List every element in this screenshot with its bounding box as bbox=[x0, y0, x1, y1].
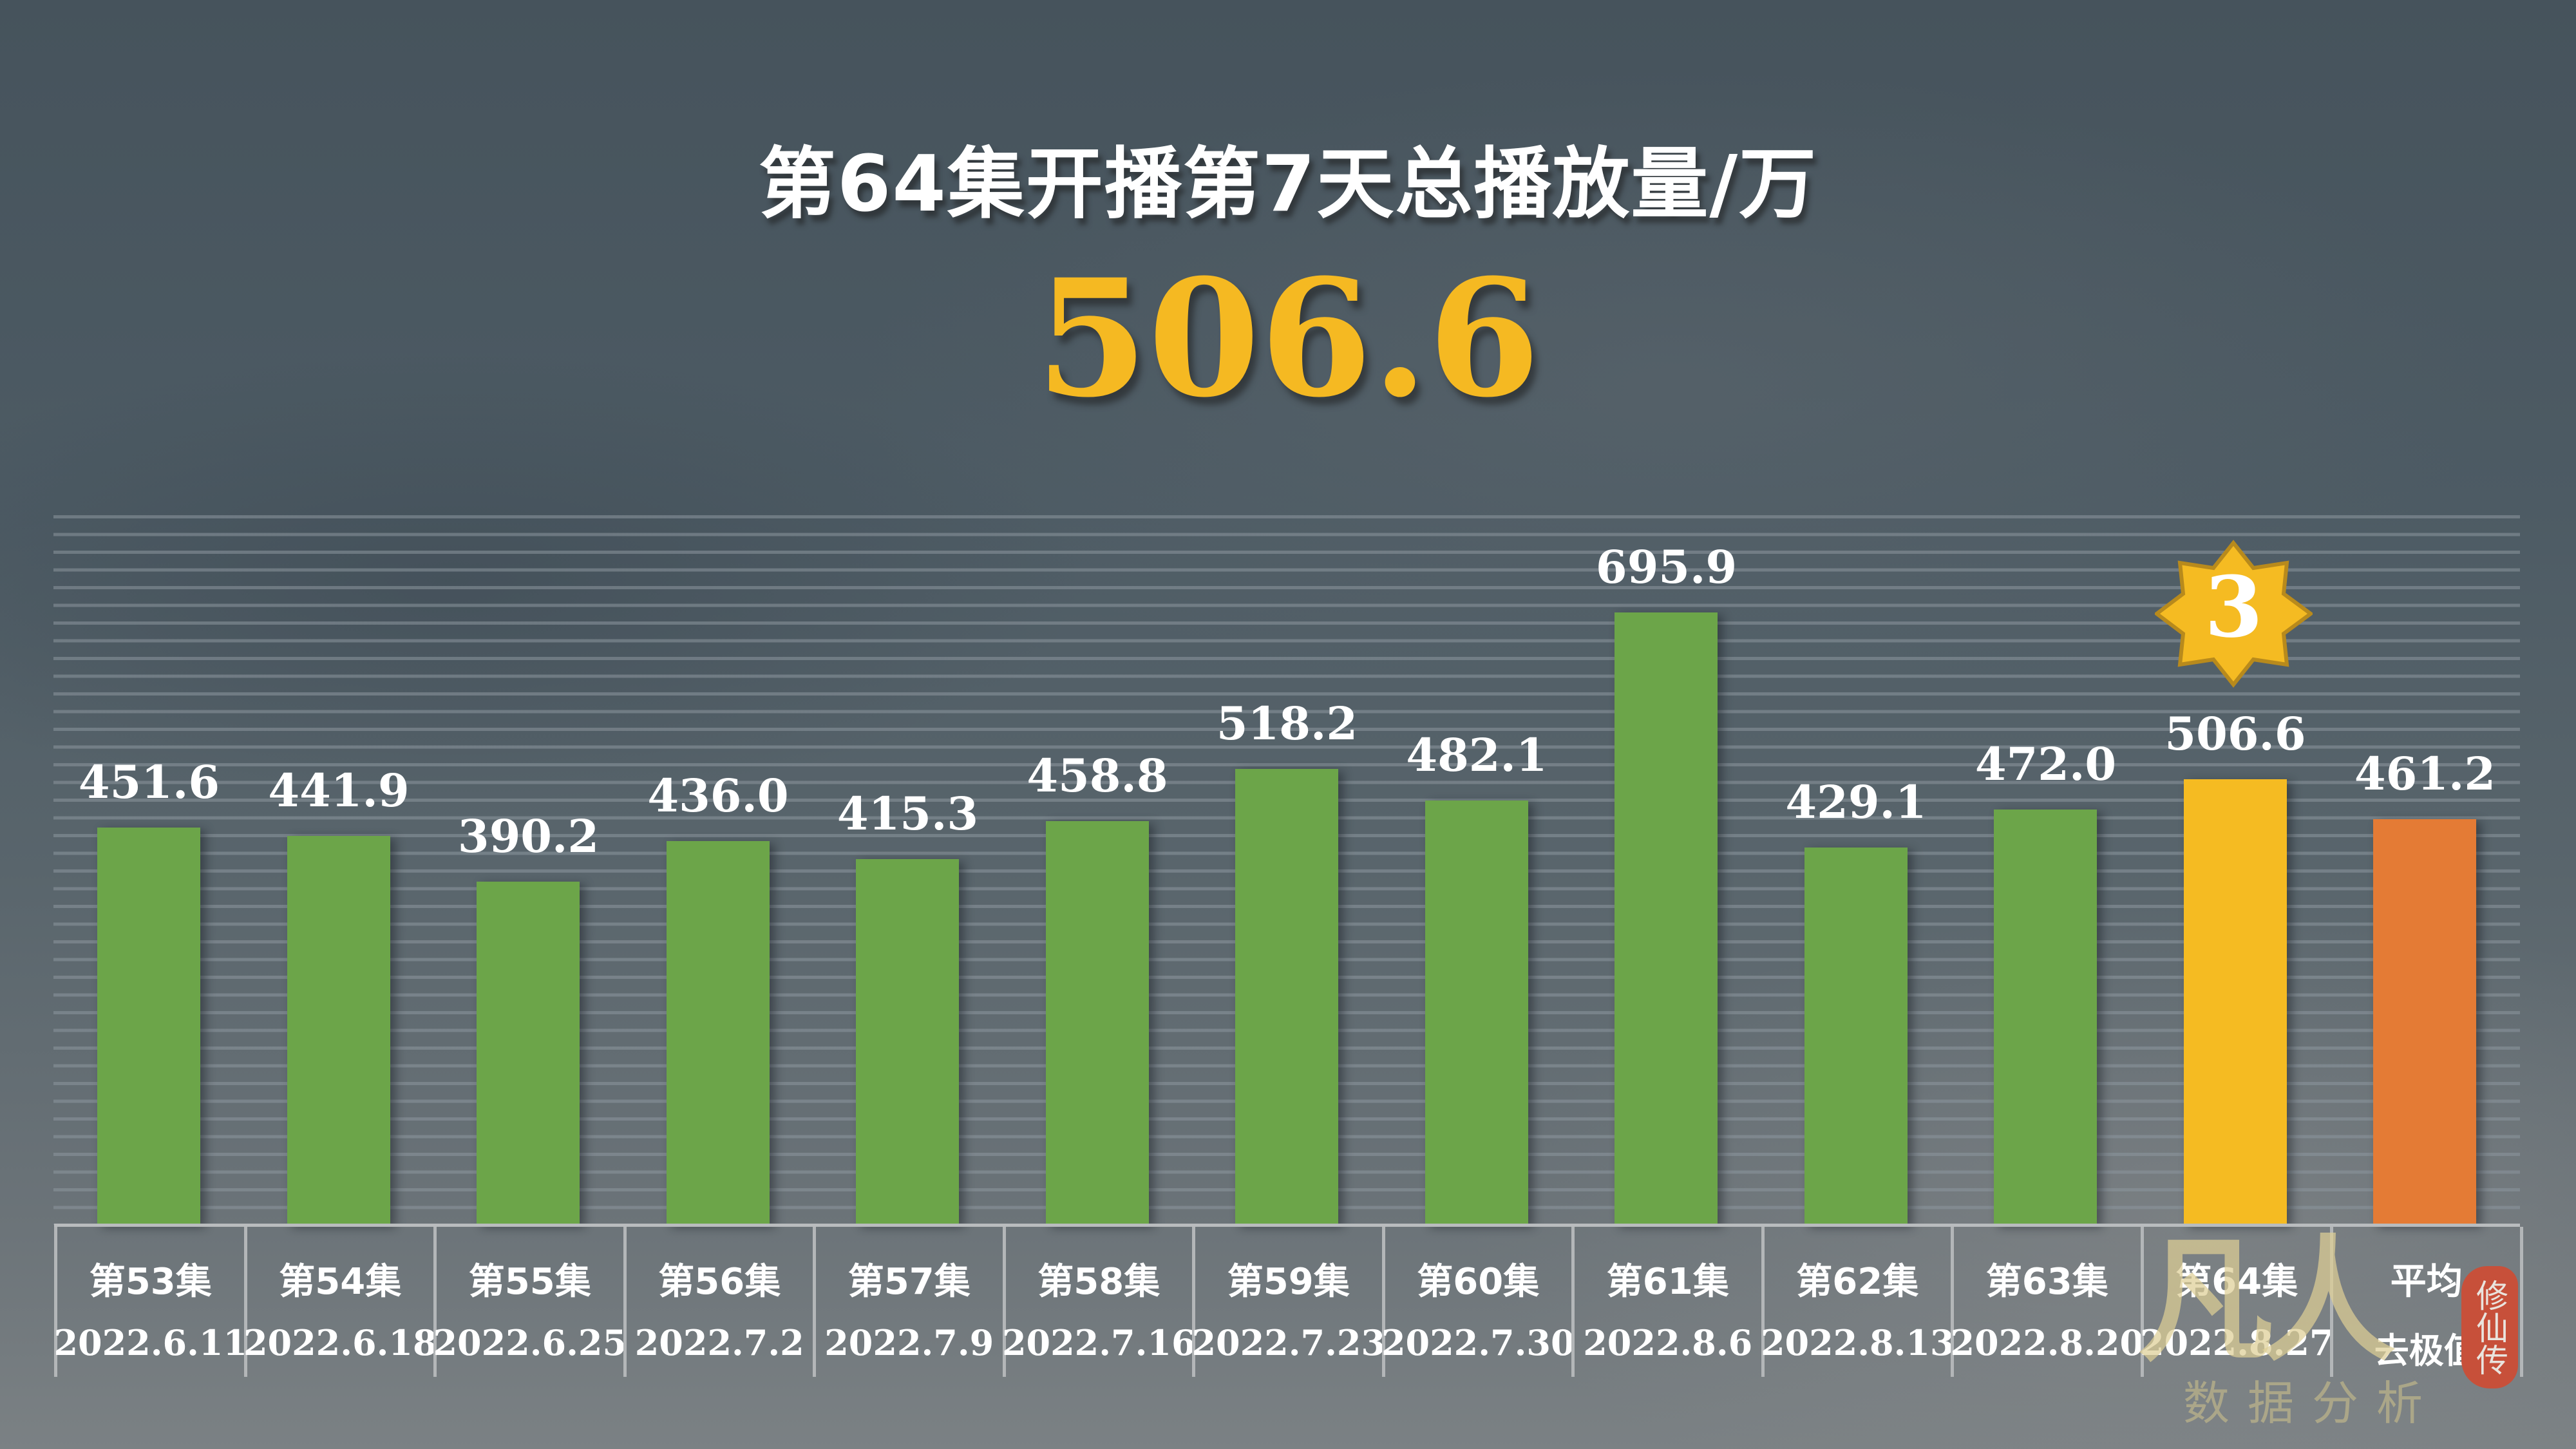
episode-label: 第62集 bbox=[1796, 1261, 1919, 1303]
rank-badge: 3 bbox=[2154, 540, 2315, 688]
bar-value-label: 429.1 bbox=[1785, 775, 1927, 829]
category-cell: 第53集 2022.6.11 bbox=[53, 1227, 247, 1377]
watermark-logo: 凡人 bbox=[2138, 1221, 2396, 1380]
bar-episode bbox=[1045, 821, 1149, 1225]
category-cell: 第60集 2022.7.30 bbox=[1381, 1227, 1575, 1377]
category-cell: 第58集 2022.7.16 bbox=[1002, 1227, 1196, 1377]
category-cell: 平均 去极值 bbox=[2330, 1227, 2523, 1377]
watermark-seal: 修仙传 bbox=[2461, 1266, 2518, 1388]
bar-value-label: 506.6 bbox=[2164, 706, 2306, 761]
category-cell: 第54集 2022.6.18 bbox=[243, 1227, 437, 1377]
date-label: 2022.8.27 bbox=[2139, 1322, 2334, 1363]
episode-label: 第60集 bbox=[1417, 1261, 1540, 1303]
bar-episode bbox=[477, 881, 580, 1225]
bar-episode bbox=[97, 827, 201, 1225]
date-label: 2022.8.20 bbox=[1950, 1322, 2145, 1363]
bar-value-label: 695.9 bbox=[1595, 540, 1738, 594]
bar-value-label: 461.2 bbox=[2354, 746, 2496, 800]
episode-label: 第59集 bbox=[1227, 1261, 1350, 1303]
category-cell: 第59集 2022.7.23 bbox=[1191, 1227, 1385, 1377]
episode-label: 第53集 bbox=[89, 1261, 212, 1303]
bar-value-label: 482.1 bbox=[1406, 728, 1548, 782]
date-label: 2022.8.13 bbox=[1760, 1322, 1955, 1363]
date-label: 2022.7.2 bbox=[634, 1322, 804, 1363]
episode-label: 第58集 bbox=[1037, 1261, 1160, 1303]
bar-value-label: 472.0 bbox=[1975, 737, 2117, 791]
bar-episode bbox=[2183, 779, 2287, 1225]
bar-episode bbox=[1235, 768, 1339, 1225]
date-label: 2022.6.25 bbox=[433, 1322, 627, 1363]
bar-value-label: 436.0 bbox=[647, 769, 789, 823]
bar-value-label: 451.6 bbox=[78, 755, 220, 809]
category-cell: 第62集 2022.8.13 bbox=[1761, 1227, 1955, 1377]
episode-label: 第61集 bbox=[1606, 1261, 1729, 1303]
episode-label: 第63集 bbox=[1985, 1261, 2108, 1303]
bar-value-label: 458.8 bbox=[1027, 749, 1168, 802]
rank-number: 3 bbox=[2204, 558, 2263, 656]
date-label: 2022.7.9 bbox=[824, 1322, 994, 1363]
category-cell: 第61集 2022.8.6 bbox=[1571, 1227, 1761, 1377]
date-label: 2022.6.11 bbox=[53, 1322, 248, 1363]
date-label: 去极值 bbox=[2374, 1331, 2479, 1371]
star-icon bbox=[2154, 540, 2315, 688]
bar-episode bbox=[1615, 612, 1718, 1225]
episode-label: 第56集 bbox=[658, 1261, 781, 1303]
highlight-value: 506.6 bbox=[1036, 243, 1540, 433]
date-label: 2022.7.16 bbox=[1001, 1322, 1196, 1363]
bar-episode bbox=[1425, 800, 1528, 1225]
category-cell: 第63集 2022.8.20 bbox=[1950, 1227, 2144, 1377]
chart-title: 第64集开播第7天总播放量/万 bbox=[758, 140, 1818, 229]
category-cell: 第55集 2022.6.25 bbox=[433, 1227, 627, 1377]
category-cell: 第57集 2022.7.9 bbox=[813, 1227, 1003, 1377]
date-label: 2022.7.23 bbox=[1191, 1322, 1386, 1363]
date-label: 2022.7.30 bbox=[1381, 1322, 1575, 1363]
episode-label: 第54集 bbox=[279, 1261, 402, 1303]
bar-value-label: 518.2 bbox=[1216, 696, 1358, 750]
date-label: 2022.6.18 bbox=[243, 1322, 437, 1363]
bar-episode bbox=[1994, 809, 2098, 1225]
category-cell: 第64集 2022.8.27 bbox=[2140, 1227, 2334, 1377]
bar-value-label: 441.9 bbox=[268, 764, 410, 818]
episode-label: 第64集 bbox=[2175, 1261, 2298, 1303]
bar-episode bbox=[287, 836, 390, 1225]
episode-label: 平均 bbox=[2390, 1261, 2463, 1303]
bar-episode bbox=[856, 859, 960, 1225]
bar-value-label: 415.3 bbox=[837, 787, 979, 841]
bar-value-label: 390.2 bbox=[457, 809, 600, 863]
bar-episode bbox=[1804, 847, 1908, 1225]
x-axis-line bbox=[54, 1224, 2520, 1227]
date-label: 2022.8.6 bbox=[1583, 1322, 1753, 1363]
bar-episode bbox=[666, 841, 770, 1225]
episode-label: 第57集 bbox=[848, 1261, 971, 1303]
bar-average bbox=[2373, 819, 2477, 1225]
watermark-subtitle: 数据分析 bbox=[2183, 1376, 2441, 1430]
category-cell: 第56集 2022.7.2 bbox=[623, 1227, 813, 1377]
episode-label: 第55集 bbox=[468, 1261, 591, 1303]
